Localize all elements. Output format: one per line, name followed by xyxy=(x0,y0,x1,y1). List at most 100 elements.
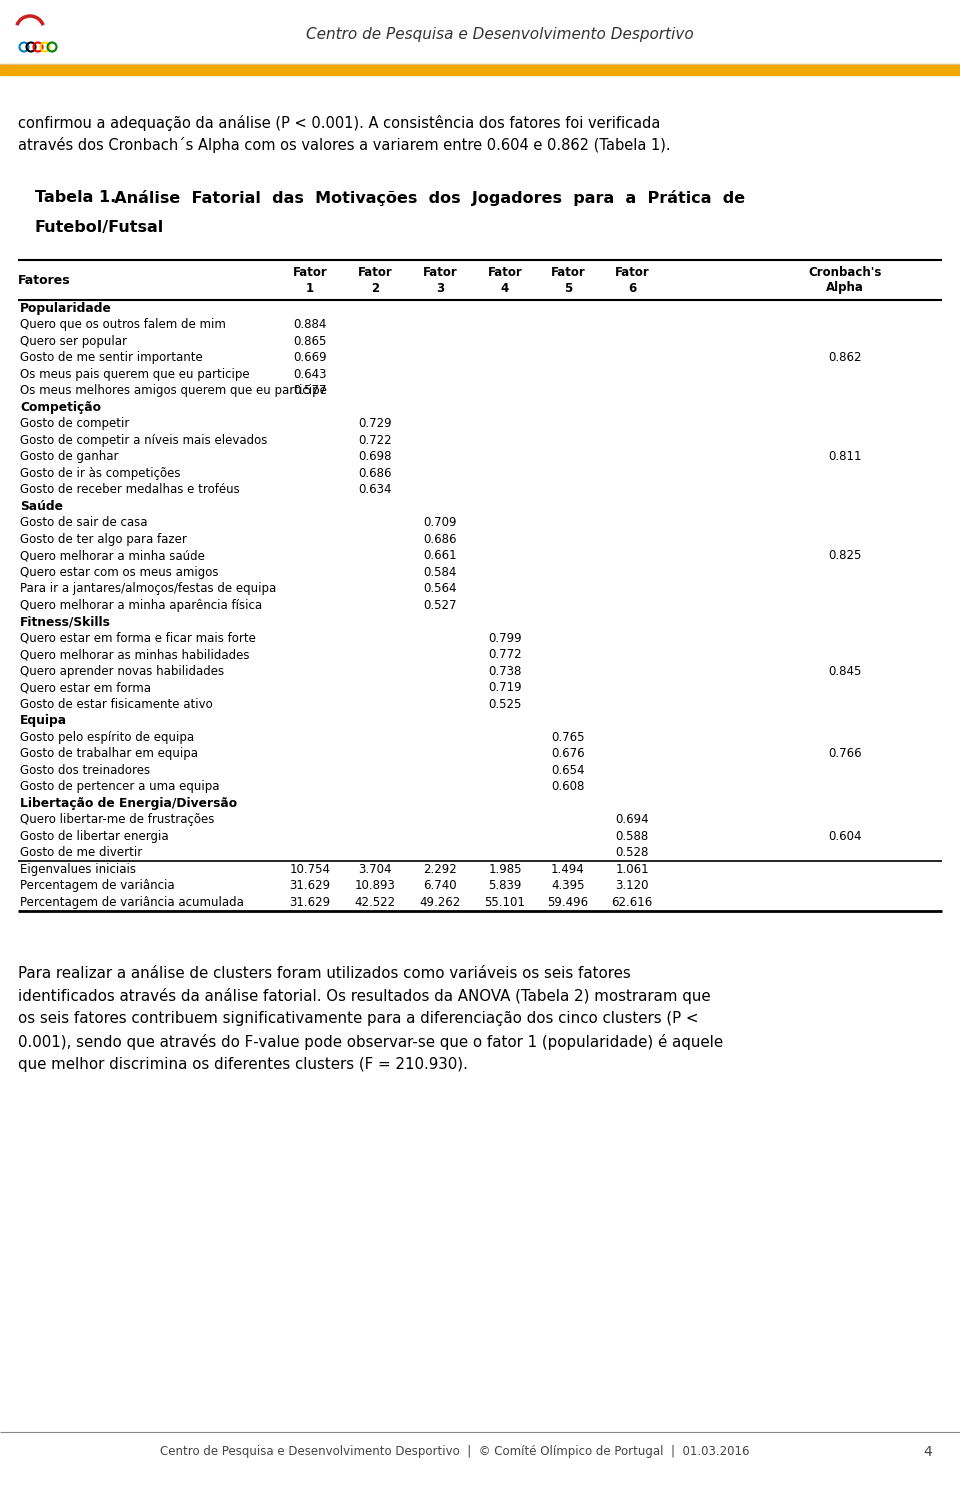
Text: Gosto dos treinadores: Gosto dos treinadores xyxy=(20,764,150,776)
Text: identificados através da análise fatorial. Os resultados da ANOVA (Tabela 2) mos: identificados através da análise fatoria… xyxy=(18,988,710,1004)
Text: Gosto de trabalhar em equipa: Gosto de trabalhar em equipa xyxy=(20,748,198,760)
Text: 0.588: 0.588 xyxy=(615,830,649,843)
Text: Fator
4: Fator 4 xyxy=(488,265,522,295)
Text: Fator
5: Fator 5 xyxy=(551,265,586,295)
Text: 10.893: 10.893 xyxy=(354,879,396,893)
Text: Gosto de competir a níveis mais elevados: Gosto de competir a níveis mais elevados xyxy=(20,434,268,447)
Text: Gosto de competir: Gosto de competir xyxy=(20,417,130,431)
Text: Quero aprender novas habilidades: Quero aprender novas habilidades xyxy=(20,665,224,678)
Text: Quero que os outros falem de mim: Quero que os outros falem de mim xyxy=(20,319,226,331)
Text: Análise  Fatorial  das  Motivações  dos  Jogadores  para  a  Prática  de: Análise Fatorial das Motivações dos Joga… xyxy=(103,191,745,206)
Text: Tabela 1.: Tabela 1. xyxy=(35,191,116,206)
Text: 0.654: 0.654 xyxy=(551,764,585,776)
Text: 4: 4 xyxy=(924,1445,932,1459)
Text: 4.395: 4.395 xyxy=(551,879,585,893)
Text: Fitness/Skills: Fitness/Skills xyxy=(20,615,110,629)
Text: 1.494: 1.494 xyxy=(551,863,585,876)
Text: Libertação de Energia/Diversão: Libertação de Energia/Diversão xyxy=(20,797,237,809)
Text: Quero estar com os meus amigos: Quero estar com os meus amigos xyxy=(20,566,219,578)
Text: Gosto de libertar energia: Gosto de libertar energia xyxy=(20,830,169,843)
Text: Quero estar em forma e ficar mais forte: Quero estar em forma e ficar mais forte xyxy=(20,632,256,645)
Text: Quero libertar-me de frustrações: Quero libertar-me de frustrações xyxy=(20,814,214,827)
Text: 0.584: 0.584 xyxy=(423,566,457,578)
Text: Popularidade: Popularidade xyxy=(20,302,112,314)
Text: 0.686: 0.686 xyxy=(358,466,392,480)
Text: 0.865: 0.865 xyxy=(294,335,326,347)
Text: 55.101: 55.101 xyxy=(485,895,525,909)
Text: Gosto de me sentir importante: Gosto de me sentir importante xyxy=(20,352,203,364)
Text: 0.634: 0.634 xyxy=(358,483,392,496)
Text: 0.845: 0.845 xyxy=(828,665,862,678)
Text: Gosto de me divertir: Gosto de me divertir xyxy=(20,846,142,860)
Bar xyxy=(0,0,960,74)
Text: 0.799: 0.799 xyxy=(489,632,522,645)
Text: 0.528: 0.528 xyxy=(615,846,649,860)
Text: através dos Cronbach´s Alpha com os valores a variarem entre 0.604 e 0.862 (Tabe: através dos Cronbach´s Alpha com os valo… xyxy=(18,137,671,153)
Text: 0.694: 0.694 xyxy=(615,814,649,827)
Text: Fator
1: Fator 1 xyxy=(293,265,327,295)
Text: 31.629: 31.629 xyxy=(289,879,330,893)
Text: 0.001), sendo que através do F-value pode observar-se que o fator 1 (popularidad: 0.001), sendo que através do F-value pod… xyxy=(18,1034,723,1050)
Text: Centro de Pesquisa e Desenvolvimento Desportivo  |  © Comíté Olímpico de Portuga: Centro de Pesquisa e Desenvolvimento Des… xyxy=(160,1445,750,1459)
Text: Quero ser popular: Quero ser popular xyxy=(20,335,127,347)
Text: 0.527: 0.527 xyxy=(423,599,457,612)
Text: Para realizar a análise de clusters foram utilizados como variáveis os seis fato: Para realizar a análise de clusters fora… xyxy=(18,966,631,980)
Text: Gosto de pertencer a uma equipa: Gosto de pertencer a uma equipa xyxy=(20,781,220,793)
Text: 42.522: 42.522 xyxy=(354,895,396,909)
Text: 10.754: 10.754 xyxy=(290,863,330,876)
Text: Gosto de sair de casa: Gosto de sair de casa xyxy=(20,516,148,529)
Text: 0.698: 0.698 xyxy=(358,450,392,463)
Text: 2.292: 2.292 xyxy=(423,863,457,876)
Text: Percentagem de variância: Percentagem de variância xyxy=(20,879,175,893)
Text: 0.862: 0.862 xyxy=(828,352,862,364)
Text: 0.729: 0.729 xyxy=(358,417,392,431)
Text: 0.643: 0.643 xyxy=(293,368,326,381)
Text: 31.629: 31.629 xyxy=(289,895,330,909)
Text: Fator
3: Fator 3 xyxy=(422,265,457,295)
Text: 0.811: 0.811 xyxy=(828,450,862,463)
Text: Competição: Competição xyxy=(20,401,101,414)
Text: 0.525: 0.525 xyxy=(489,697,521,711)
Text: 3.704: 3.704 xyxy=(358,863,392,876)
Text: 3.120: 3.120 xyxy=(615,879,649,893)
Text: os seis fatores contribuem significativamente para a diferenciação dos cinco clu: os seis fatores contribuem significativa… xyxy=(18,1012,699,1027)
Text: Eigenvalues iniciais: Eigenvalues iniciais xyxy=(20,863,136,876)
Text: 0.709: 0.709 xyxy=(423,516,457,529)
Text: Saúde: Saúde xyxy=(20,499,63,513)
Text: 0.661: 0.661 xyxy=(423,550,457,562)
Text: Os meus melhores amigos querem que eu participe: Os meus melhores amigos querem que eu pa… xyxy=(20,384,326,398)
Text: Gosto de ir às competições: Gosto de ir às competições xyxy=(20,466,180,480)
Text: 0.765: 0.765 xyxy=(551,730,585,744)
Text: 0.608: 0.608 xyxy=(551,781,585,793)
Text: 6.740: 6.740 xyxy=(423,879,457,893)
Text: Gosto pelo espírito de equipa: Gosto pelo espírito de equipa xyxy=(20,730,194,744)
Text: Para ir a jantares/almoços/festas de equipa: Para ir a jantares/almoços/festas de equ… xyxy=(20,583,276,595)
Text: 0.766: 0.766 xyxy=(828,748,862,760)
Text: Gosto de ganhar: Gosto de ganhar xyxy=(20,450,118,463)
Text: Fator
2: Fator 2 xyxy=(358,265,393,295)
Text: 62.616: 62.616 xyxy=(612,895,653,909)
Text: 0.772: 0.772 xyxy=(489,648,522,662)
Text: 0.564: 0.564 xyxy=(423,583,457,595)
Text: Equipa: Equipa xyxy=(20,714,67,727)
Text: Fator
6: Fator 6 xyxy=(614,265,649,295)
Text: 0.686: 0.686 xyxy=(423,533,457,545)
Text: 0.577: 0.577 xyxy=(293,384,326,398)
Text: Fatores: Fatores xyxy=(18,274,71,286)
Text: Quero melhorar a minha saúde: Quero melhorar a minha saúde xyxy=(20,550,204,562)
Text: Gosto de ter algo para fazer: Gosto de ter algo para fazer xyxy=(20,533,187,545)
Text: 0.738: 0.738 xyxy=(489,665,521,678)
Text: Gosto de receber medalhas e troféus: Gosto de receber medalhas e troféus xyxy=(20,483,240,496)
Text: 0.676: 0.676 xyxy=(551,748,585,760)
Text: 0.722: 0.722 xyxy=(358,434,392,447)
Text: Gosto de estar fisicamente ativo: Gosto de estar fisicamente ativo xyxy=(20,697,213,711)
Text: que melhor discrimina os diferentes clusters (F = 210.930).: que melhor discrimina os diferentes clus… xyxy=(18,1058,468,1073)
Text: Quero melhorar as minhas habilidades: Quero melhorar as minhas habilidades xyxy=(20,648,250,662)
Text: Futebol/Futsal: Futebol/Futsal xyxy=(35,221,164,235)
Text: Centro de Pesquisa e Desenvolvimento Desportivo: Centro de Pesquisa e Desenvolvimento Des… xyxy=(306,27,694,42)
Text: Quero melhorar a minha aparência física: Quero melhorar a minha aparência física xyxy=(20,599,262,612)
Text: 59.496: 59.496 xyxy=(547,895,588,909)
Text: Quero estar em forma: Quero estar em forma xyxy=(20,681,151,694)
Text: 0.669: 0.669 xyxy=(293,352,326,364)
Text: Os meus pais querem que eu participe: Os meus pais querem que eu participe xyxy=(20,368,250,381)
